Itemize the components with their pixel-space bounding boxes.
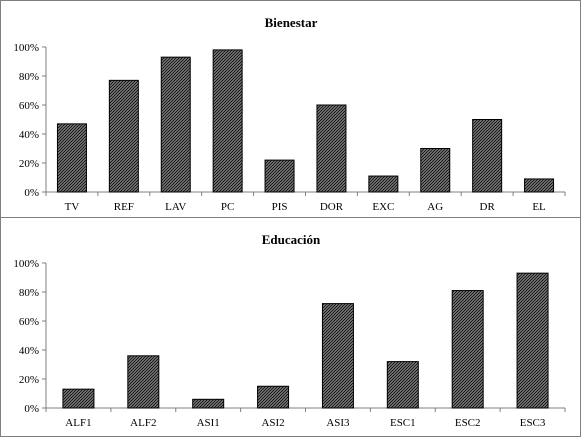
bar-ag: [420, 148, 451, 193]
bar-ref: [108, 79, 139, 193]
plot-area: 0% 20% 40% 60% 80% 100% TV REF LAV PC PIS DOR EXC AG D…: [13, 42, 566, 213]
x-tick-label: EXC: [372, 201, 394, 213]
y-tick-label: 80%: [19, 287, 39, 299]
chart-bienestar: Bienestar 0% 20% 40% 60% 80% 100% TV REF LAV PC PI…: [13, 15, 566, 213]
x-tick-label: ESC3: [520, 417, 546, 429]
bar-alf1: [62, 388, 95, 409]
bar-esc1: [386, 361, 419, 409]
bar-lav: [160, 56, 191, 193]
x-tick-label: TV: [65, 201, 80, 213]
x-tick-label: ALF2: [130, 417, 156, 429]
x-tick-label: DOR: [320, 201, 344, 213]
x-tick-label: REF: [114, 201, 134, 213]
bar-exc: [368, 175, 399, 193]
x-tick-label: ASI3: [326, 417, 350, 429]
bar-asi3: [321, 303, 354, 409]
x-tick-label: ASI1: [197, 417, 220, 429]
bar-esc3: [516, 272, 549, 409]
bar-esc2: [451, 290, 484, 409]
chart-divider: [1, 217, 580, 218]
y-tick-label: 100%: [13, 42, 39, 54]
bar-alf2: [127, 355, 160, 409]
bar-dor: [316, 104, 347, 193]
y-tick-label: 60%: [19, 100, 39, 112]
y-tick-label: 40%: [19, 129, 39, 141]
bar-pc: [212, 49, 243, 193]
x-tick-label: EL: [532, 201, 546, 213]
plot-area: 0% 20% 40% 60% 80% 100% ALF1 ALF2 ASI1 ASI2 ASI3 ES…: [13, 258, 566, 429]
x-tick-label: ESC2: [455, 417, 481, 429]
y-tick-label: 40%: [19, 345, 39, 357]
x-tick-label: LAV: [165, 201, 186, 213]
y-tick-label: 20%: [19, 374, 39, 386]
y-tick-label: 20%: [19, 158, 39, 170]
x-tick-label: ESC1: [390, 417, 416, 429]
x-tick-label: PC: [221, 201, 234, 213]
chart-educacion: Educación 0% 20% 40% 60% 80% 100% ALF1 ALF2 ASI1…: [13, 232, 566, 429]
bar-tv: [56, 123, 87, 193]
y-tick-label: 0%: [24, 187, 39, 199]
x-tick-label: DR: [480, 201, 496, 213]
chart-title: Bienestar: [265, 15, 318, 30]
y-tick-label: 80%: [19, 71, 39, 83]
bar-asi1: [192, 398, 225, 409]
bar-el: [524, 178, 555, 193]
x-tick-label: AG: [427, 201, 443, 213]
x-tick-label: ASI2: [261, 417, 284, 429]
x-tick-label: PIS: [272, 201, 288, 213]
x-tick-label: ALF1: [65, 417, 91, 429]
bar-asi2: [257, 385, 290, 409]
y-tick-label: 100%: [13, 258, 39, 270]
y-tick-label: 60%: [19, 316, 39, 328]
bar-pis: [264, 159, 295, 193]
y-tick-label: 0%: [24, 403, 39, 415]
bar-dr: [472, 119, 503, 193]
chart-title: Educación: [262, 232, 321, 247]
